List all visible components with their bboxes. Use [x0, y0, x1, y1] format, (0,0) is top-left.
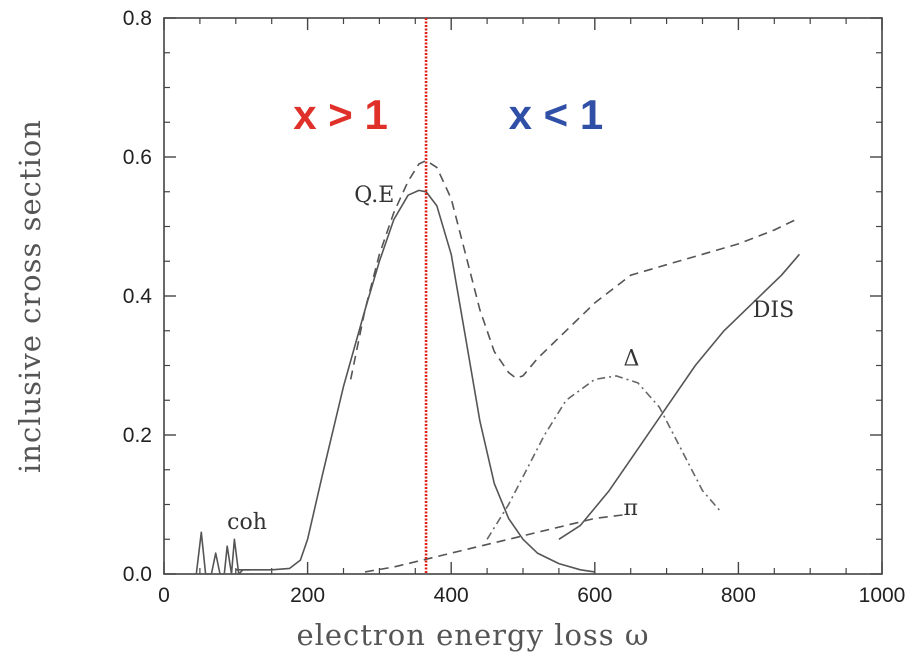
- series-line-solid-5: [195, 531, 251, 575]
- x-tick-label: 0: [158, 584, 170, 607]
- ticks-layer: 0 200 400 600 800 1000 0.0 0.2 0.4 0.6 0.8: [123, 7, 906, 607]
- curve-annotation: DIS: [753, 298, 794, 323]
- x-axis-title: electron energy loss ω: [296, 618, 649, 652]
- series-line-dashed-4: [364, 514, 624, 573]
- y-tick-label: 0.2: [123, 424, 152, 447]
- series-line-dashdot-2: [486, 375, 722, 540]
- y-tick-label: 0.4: [123, 285, 153, 308]
- curve-annotation: Q.E: [354, 183, 394, 208]
- curve-annotation: coh: [227, 510, 267, 535]
- x-tick-label: 600: [577, 584, 612, 607]
- series-line-solid-0: [235, 189, 595, 573]
- region-label: x < 1: [509, 91, 604, 138]
- series-line-solid-3: [558, 253, 801, 540]
- x-tick-label: 200: [290, 584, 325, 607]
- y-tick-label: 0.8: [123, 7, 152, 30]
- x-tick-label: 800: [721, 584, 756, 607]
- labels-layer: Q.E Δ DIS π coh x > 1 x < 1: [227, 91, 794, 535]
- region-label: x > 1: [293, 91, 388, 138]
- y-tick-label: 0.0: [123, 563, 152, 586]
- x-tick-label: 400: [434, 584, 469, 607]
- curve-annotation: Δ: [624, 347, 640, 372]
- y-tick-label: 0.6: [123, 146, 152, 169]
- series-layer: [195, 159, 801, 575]
- series-line-dashed-1: [349, 159, 797, 380]
- curve-annotation: π: [624, 496, 638, 521]
- x-tick-label: 1000: [859, 584, 906, 607]
- y-axis-title: inclusive cross section: [13, 119, 47, 473]
